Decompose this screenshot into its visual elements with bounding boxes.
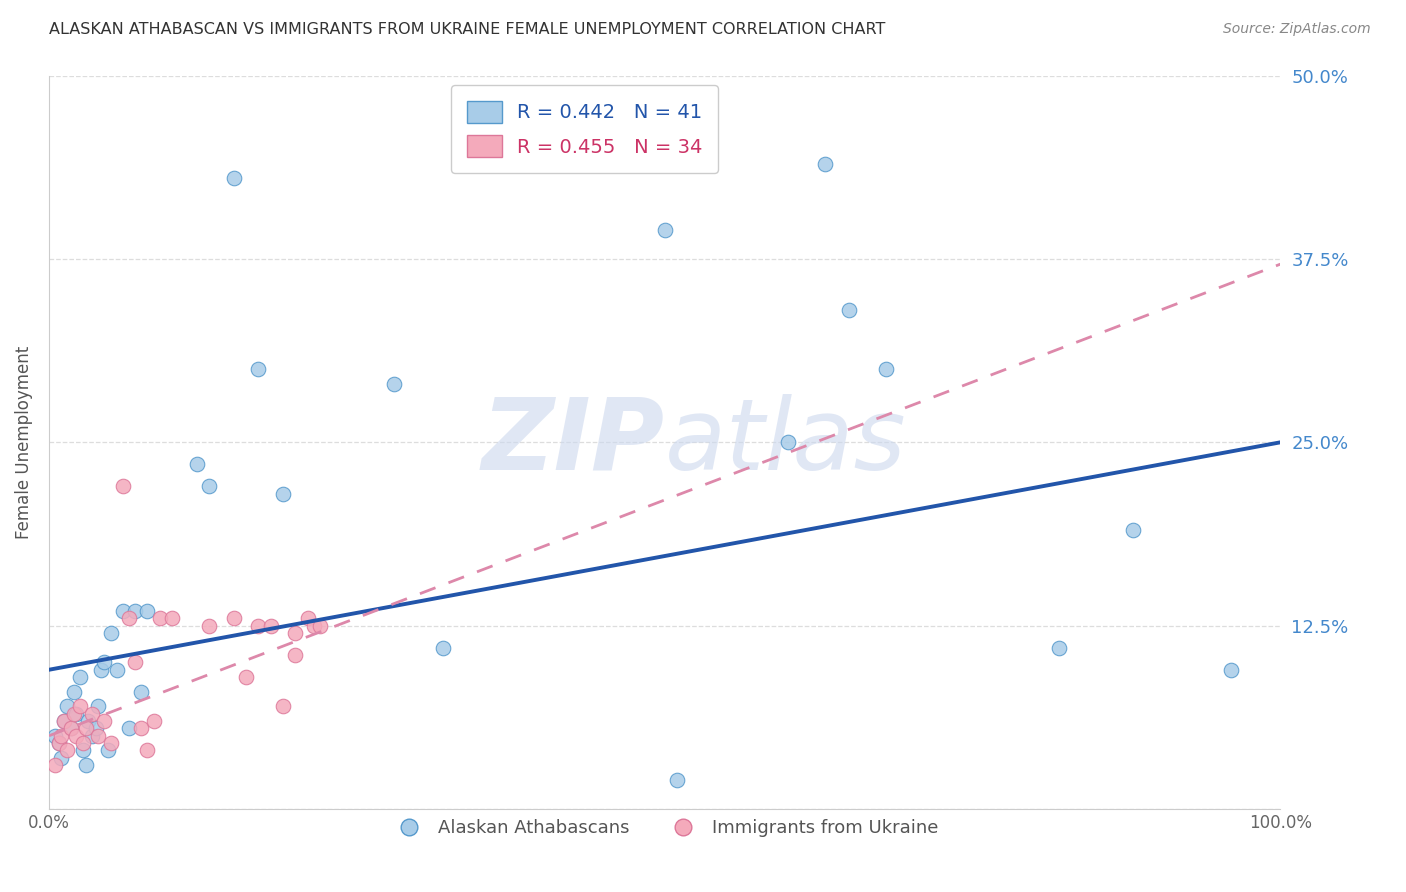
Point: [75, 758, 97, 772]
Point: [87, 729, 110, 743]
Point: [52, 714, 75, 728]
Point: [814, 156, 837, 170]
Point: [80, 706, 103, 721]
Point: [654, 222, 676, 236]
Point: [131, 722, 153, 736]
Point: [111, 479, 134, 493]
Point: [198, 479, 221, 493]
Point: [93, 714, 115, 728]
Point: [665, 772, 688, 787]
Text: Source: ZipAtlas.com: Source: ZipAtlas.com: [1223, 22, 1371, 37]
Point: [259, 618, 281, 632]
Point: [100, 736, 122, 750]
Text: ALASKAN ATHABASCAN VS IMMIGRANTS FROM UKRAINE FEMALE UNEMPLOYMENT CORRELATION CH: ALASKAN ATHABASCAN VS IMMIGRANTS FROM UK…: [49, 22, 886, 37]
Point: [1047, 640, 1070, 655]
Point: [432, 640, 454, 655]
Point: [60, 722, 83, 736]
Point: [72, 743, 94, 757]
Point: [87, 699, 110, 714]
Point: [118, 722, 141, 736]
Point: [65, 729, 87, 743]
Point: [1220, 663, 1243, 677]
Point: [302, 618, 325, 632]
Point: [56, 699, 79, 714]
Point: [149, 611, 172, 625]
Point: [51, 729, 73, 743]
Point: [247, 618, 270, 632]
Point: [284, 648, 307, 662]
Point: [111, 604, 134, 618]
Point: [90, 663, 112, 677]
Text: ZIP: ZIP: [482, 394, 665, 491]
Point: [235, 670, 257, 684]
Point: [222, 611, 245, 625]
Point: [124, 656, 146, 670]
Point: [131, 685, 153, 699]
Point: [84, 722, 107, 736]
Point: [247, 362, 270, 376]
Point: [72, 736, 94, 750]
Point: [44, 729, 66, 743]
Point: [382, 376, 405, 391]
Point: [118, 611, 141, 625]
Point: [77, 714, 100, 728]
Point: [160, 611, 183, 625]
Point: [1122, 524, 1144, 538]
Point: [69, 699, 91, 714]
Point: [48, 736, 70, 750]
Point: [60, 722, 83, 736]
Point: [142, 714, 165, 728]
Point: [271, 699, 294, 714]
Point: [62, 685, 84, 699]
Y-axis label: Female Unemployment: Female Unemployment: [15, 346, 32, 539]
Point: [97, 743, 120, 757]
Point: [93, 656, 115, 670]
Point: [80, 729, 103, 743]
Point: [284, 626, 307, 640]
Point: [186, 458, 208, 472]
Point: [136, 743, 159, 757]
Point: [44, 758, 66, 772]
Point: [65, 706, 87, 721]
Point: [75, 722, 97, 736]
Point: [838, 303, 860, 318]
Point: [100, 626, 122, 640]
Point: [124, 604, 146, 618]
Point: [62, 706, 84, 721]
Point: [51, 751, 73, 765]
Legend: Alaskan Athabascans, Immigrants from Ukraine: Alaskan Athabascans, Immigrants from Ukr…: [384, 812, 946, 844]
Point: [776, 435, 799, 450]
Point: [222, 171, 245, 186]
Point: [136, 604, 159, 618]
Point: [309, 618, 332, 632]
Point: [105, 663, 128, 677]
Point: [52, 714, 75, 728]
Text: atlas: atlas: [665, 394, 907, 491]
Point: [48, 736, 70, 750]
Point: [69, 670, 91, 684]
Point: [297, 611, 319, 625]
Point: [875, 362, 897, 376]
Point: [271, 486, 294, 500]
Point: [56, 743, 79, 757]
Point: [198, 618, 221, 632]
